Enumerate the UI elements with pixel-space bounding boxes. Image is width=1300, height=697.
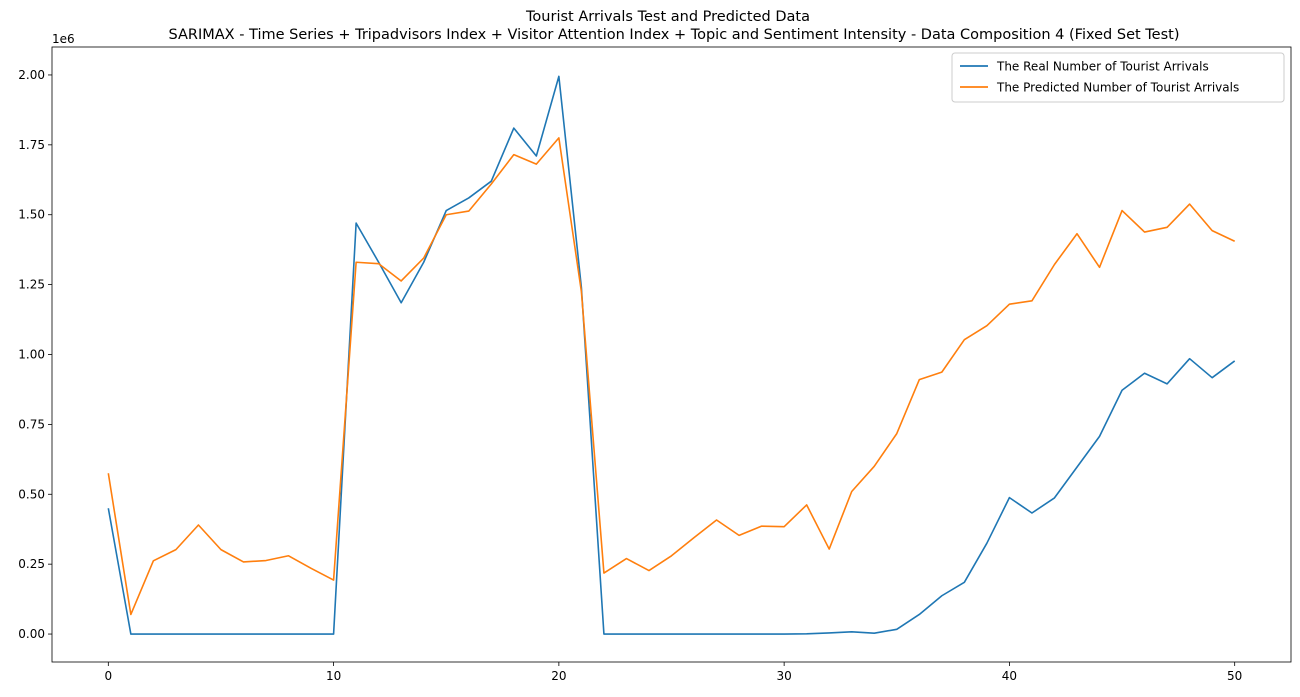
y-tick-label: 1.25 <box>18 278 45 292</box>
chart-title: Tourist Arrivals Test and Predicted Data <box>525 9 810 25</box>
series-line-real <box>107 75 1236 635</box>
y-tick-label: 2.00 <box>18 68 45 82</box>
y-tick-label: 1.50 <box>18 208 45 222</box>
legend-label-real: The Real Number of Tourist Arrivals <box>996 60 1209 74</box>
legend: The Real Number of Tourist Arrivals The … <box>951 52 1285 103</box>
x-axis: 0 10 20 30 40 50 <box>104 662 1242 683</box>
y-offset-label: 1e6 <box>52 32 75 46</box>
x-tick-label: 20 <box>551 669 566 683</box>
series-layer <box>107 75 1236 635</box>
y-tick-label: 1.75 <box>18 138 45 152</box>
x-tick-label: 30 <box>776 669 791 683</box>
legend-label-predicted: The Predicted Number of Tourist Arrivals <box>996 81 1239 95</box>
y-axis: 0.00 0.25 0.50 0.75 1.00 1.25 1.50 1.75 2.00 <box>18 68 52 641</box>
y-tick-label: 0.25 <box>18 557 45 571</box>
x-tick-label: 50 <box>1227 669 1242 683</box>
series-line-predicted <box>107 137 1236 616</box>
legend-box <box>951 52 1285 103</box>
x-tick-label: 10 <box>326 669 341 683</box>
x-tick-label: 40 <box>1002 669 1017 683</box>
plot-frame <box>51 46 1292 663</box>
y-tick-label: 0.00 <box>18 627 45 641</box>
chart-subtitle: SARIMAX - Time Series + Tripadvisors Ind… <box>168 27 1179 43</box>
x-tick-label: 0 <box>104 669 112 683</box>
y-tick-label: 1.00 <box>18 348 45 362</box>
y-tick-label: 0.50 <box>18 487 45 501</box>
y-tick-label: 0.75 <box>18 417 45 431</box>
